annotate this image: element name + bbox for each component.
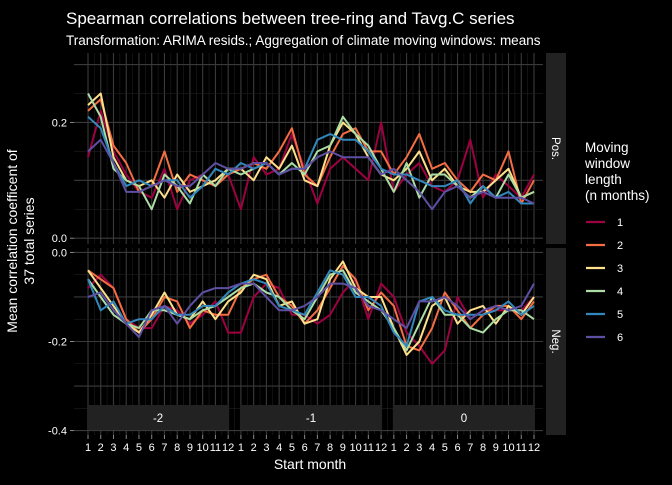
x-tick-label: 12 <box>528 442 540 454</box>
x-tick-label: 11 <box>210 442 221 454</box>
year-strip-label: -2 <box>153 413 163 425</box>
pos-panel: 0.2 0.0 Pos. <box>52 53 566 245</box>
x-tick-label: 3 <box>110 442 116 454</box>
x-tick-label: 1 <box>85 442 91 454</box>
x-tick-label: 4 <box>276 442 282 454</box>
legend-title-line: length <box>585 172 622 187</box>
legend-label: 3 <box>617 263 623 275</box>
series-line-3-neg <box>87 260 535 356</box>
x-tick-label: 2 <box>98 442 104 454</box>
facet-strip <box>546 248 566 435</box>
x-tick-label: 2 <box>404 442 410 454</box>
legend-label: 2 <box>617 240 623 252</box>
y-axis-title-line1: Mean correlation coefficent of <box>4 149 20 333</box>
year-strip-label: 0 <box>461 413 467 425</box>
x-tick-label: 10 <box>502 442 514 454</box>
x-tick-label: 4 <box>123 442 129 454</box>
year-strip <box>87 405 230 430</box>
x-tick-label: 12 <box>375 442 387 454</box>
y-tick-label: 0.2 <box>52 117 67 129</box>
x-tick-label: 3 <box>263 442 269 454</box>
y-tick-label: 0.0 <box>52 233 67 245</box>
y-tick-label: 0.0 <box>52 247 67 259</box>
x-tick-label: 9 <box>493 442 499 454</box>
neg-panel: 0.0 -0.2 -0.4 -2 -1 0 Neg. <box>48 247 566 438</box>
x-tick-label: 7 <box>314 442 320 454</box>
chart-subtitle: Transformation: ARIMA resids.; Aggregati… <box>66 33 541 48</box>
x-tick-label: 4 <box>429 442 435 454</box>
x-axis: 1 2 3 4 5 6 7 8 9 10 11 12 1 2 3 4 5 6 7 8 9 10 11 12 1 2 3 4 5 6 7 8 9 1… <box>85 435 540 454</box>
x-axis-title: Start month <box>274 456 346 472</box>
facet-strip <box>546 53 566 244</box>
y-axis-title-line2: 37 total series <box>21 197 37 284</box>
series-line-2-neg <box>87 264 535 352</box>
facet-strip-label: Neg. <box>549 329 561 353</box>
x-tick-label: 6 <box>302 442 308 454</box>
legend-label: 5 <box>617 309 623 321</box>
legend-title-line: (n months) <box>585 188 650 203</box>
x-tick-label: 10 <box>349 442 361 454</box>
legend-title-line: Moving <box>585 140 629 155</box>
series-line-5-neg <box>87 269 535 347</box>
x-tick-label: 5 <box>442 442 448 454</box>
facet-strip-label: Pos. <box>549 137 561 160</box>
x-tick-label: 10 <box>197 442 209 454</box>
x-tick-label: 11 <box>363 442 374 454</box>
x-tick-label: 5 <box>289 442 295 454</box>
legend-label: 1 <box>617 217 623 229</box>
x-tick-label: 7 <box>161 442 167 454</box>
x-tick-label: 6 <box>149 442 155 454</box>
year-strip <box>239 405 383 430</box>
y-tick-label: -0.2 <box>48 337 67 349</box>
x-tick-label: 9 <box>187 442 193 454</box>
x-tick-label: 11 <box>516 442 527 454</box>
x-tick-label: 2 <box>251 442 257 454</box>
series-line-4-neg <box>87 269 535 352</box>
legend-label: 4 <box>617 286 623 298</box>
x-tick-label: 12 <box>222 442 234 454</box>
y-tick-label: -0.4 <box>48 426 67 438</box>
year-strip-label: -1 <box>306 413 316 425</box>
legend-label: 6 <box>617 332 623 344</box>
x-tick-label: 8 <box>327 442 333 454</box>
x-tick-label: 8 <box>480 442 486 454</box>
x-tick-label: 1 <box>391 442 397 454</box>
x-tick-label: 3 <box>416 442 422 454</box>
x-tick-label: 5 <box>136 442 142 454</box>
series-line-6-neg <box>87 282 535 338</box>
legend-title-line: window <box>584 156 630 171</box>
series-line-6-pos <box>87 138 535 211</box>
x-tick-label: 8 <box>174 442 180 454</box>
x-tick-label: 9 <box>340 442 346 454</box>
series-line-1-pos <box>87 109 535 211</box>
year-strip <box>392 405 535 430</box>
x-tick-label: 6 <box>454 442 460 454</box>
x-tick-label: 7 <box>467 442 473 454</box>
x-tick-label: 1 <box>238 442 244 454</box>
chart-title: Spearman correlations between tree-ring … <box>66 9 515 28</box>
